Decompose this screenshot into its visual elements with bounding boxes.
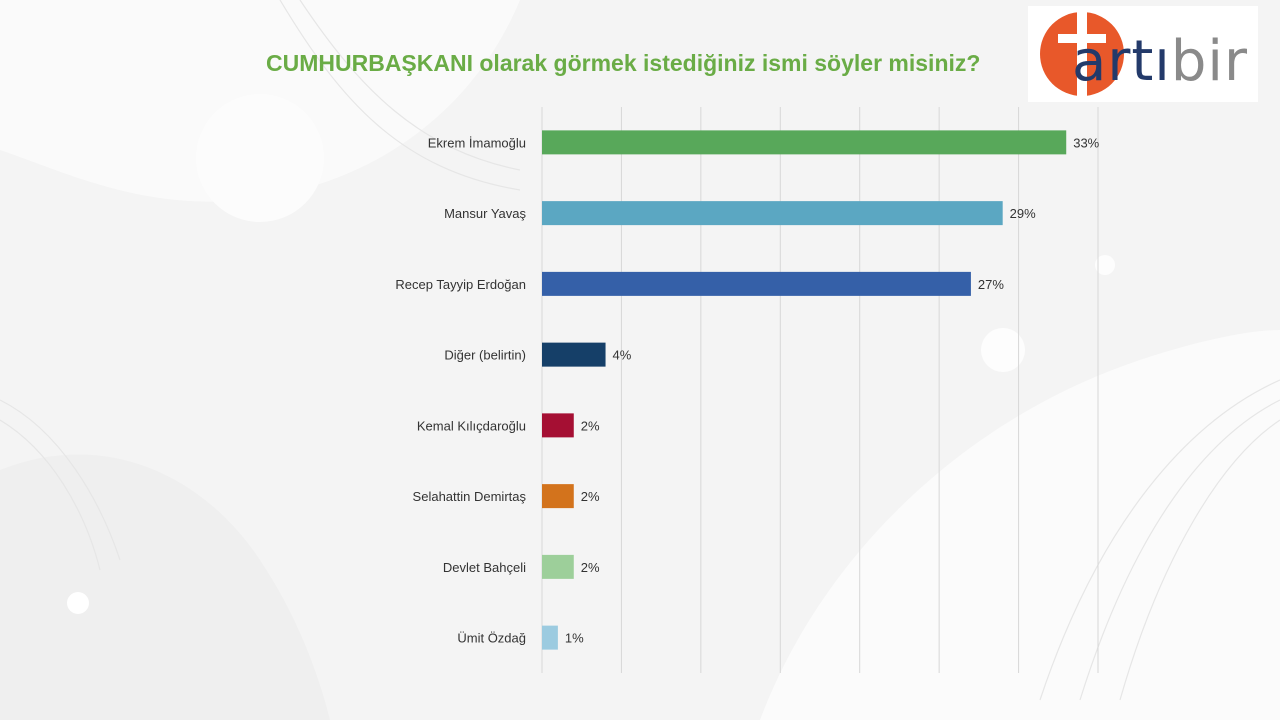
logo-cross-icon (1077, 12, 1087, 96)
category-labels: Ekrem İmamoğlu Mansur Yavaş Recep Tayyip E… (395, 135, 526, 645)
value-labels: 33% 29% 27% 4% 2% 2% 2% 1% (565, 135, 1100, 645)
logo-text-art: art (1072, 29, 1155, 94)
category-label: Kemal Kılıçdaroğlu (417, 418, 526, 433)
bar (542, 271, 971, 296)
category-label: Ümit Özdağ (457, 631, 526, 646)
bar (542, 484, 574, 509)
data-label: 33% (1073, 135, 1099, 150)
logo-text-i: ı (1154, 29, 1171, 94)
artibir-logo: artıbir (1028, 6, 1258, 102)
data-label: 27% (978, 277, 1004, 292)
category-label: Selahattin Demirtaş (413, 489, 527, 504)
data-label: 2% (581, 560, 600, 575)
gridlines (541, 107, 1099, 673)
data-label: 4% (613, 348, 632, 363)
category-label: Ekrem İmamoğlu (428, 135, 526, 150)
logo-cross-bar-icon (1058, 34, 1106, 43)
data-label: 2% (581, 489, 600, 504)
bars (542, 130, 1067, 650)
chart-title: CUMHURBAŞKANI olarak görmek istediğiniz … (266, 50, 981, 76)
category-label: Diğer (belirtin) (444, 348, 526, 363)
category-label: Mansur Yavaş (444, 206, 526, 221)
data-label: 29% (1010, 206, 1036, 221)
category-label: Devlet Bahçeli (443, 560, 526, 575)
bar (542, 625, 558, 650)
bar (542, 342, 606, 367)
bar (542, 413, 574, 438)
bar (542, 130, 1067, 155)
logo-wordmark: artıbir (1072, 34, 1248, 90)
logo-text-bir: bir (1170, 29, 1248, 94)
bar (542, 201, 1003, 226)
data-label: 1% (565, 631, 584, 646)
category-label: Recep Tayyip Erdoğan (395, 277, 526, 292)
data-label: 2% (581, 418, 600, 433)
bar (542, 554, 574, 579)
